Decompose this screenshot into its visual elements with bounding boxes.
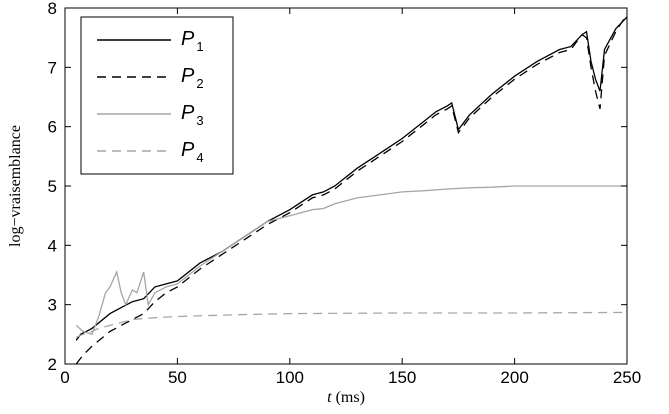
x-tick-label: 250: [613, 368, 641, 387]
legend-label-base: P: [181, 65, 195, 87]
x-axis-label-unit: (ms): [332, 389, 365, 406]
y-tick-label: 4: [48, 236, 57, 255]
legend-label-subscript: 4: [196, 150, 203, 165]
plot-area: [75, 13, 627, 364]
axes: 0 50 100 150 200 250 2 3 4 5 6 7 8 t (ms) log−vraisemb…: [7, 0, 641, 406]
series-line-p1: [75, 16, 627, 341]
legend-label-base: P: [181, 102, 195, 124]
legend-label-base: P: [181, 28, 195, 50]
legend-label-base: P: [181, 139, 195, 161]
x-tick-label: 50: [168, 368, 187, 387]
legend-label-subscript: 3: [196, 113, 203, 128]
x-tick-label: 200: [500, 368, 528, 387]
y-tick-label: 3: [48, 296, 57, 315]
legend-label-subscript: 2: [196, 76, 203, 91]
x-tick-label: 150: [388, 368, 416, 387]
x-tick-label: 0: [60, 368, 69, 387]
legend-label-subscript: 1: [196, 39, 203, 54]
x-axis-label: t (ms): [327, 389, 365, 406]
y-tick-label: 8: [48, 0, 57, 18]
y-tick-label: 6: [48, 118, 57, 137]
legend: P 1P 2P 3P 4: [80, 16, 234, 175]
y-axis-label: log−vraisemblance: [7, 125, 24, 247]
y-tick-label: 7: [48, 58, 57, 77]
x-tick-label: 100: [276, 368, 304, 387]
legend-box: [80, 16, 234, 175]
series-line-p3: [75, 185, 627, 336]
x-axis-label-var: t: [327, 389, 332, 406]
series-line-p2: [75, 13, 627, 364]
series-line-p4: [75, 311, 627, 338]
y-tick-label: 2: [48, 355, 57, 374]
y-tick-label: 5: [48, 177, 57, 196]
